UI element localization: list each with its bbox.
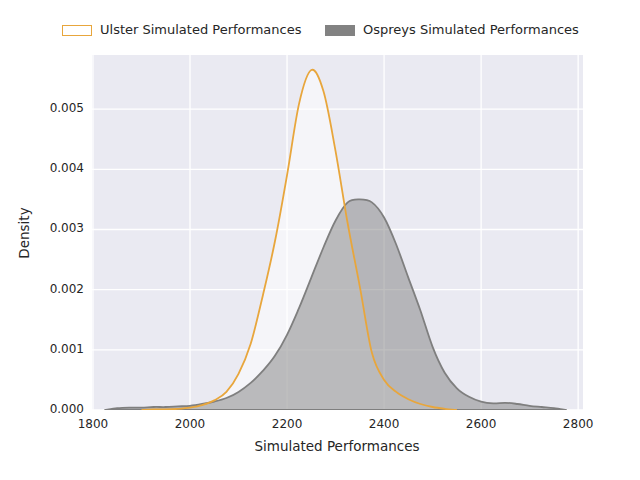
x-tick-label: 2800 bbox=[548, 417, 608, 431]
x-tick-label: 2600 bbox=[451, 417, 511, 431]
y-axis-label: Density bbox=[16, 163, 32, 303]
ospreys-legend-swatch bbox=[325, 25, 355, 36]
legend-item-ulster: Ulster Simulated Performances bbox=[62, 22, 301, 38]
y-tick-label: 0.004 bbox=[30, 161, 84, 175]
ulster-legend-swatch bbox=[62, 25, 92, 36]
ulster-legend-label: Ulster Simulated Performances bbox=[100, 22, 301, 38]
x-tick-label: 2400 bbox=[354, 417, 414, 431]
y-tick-label: 0.002 bbox=[30, 282, 84, 296]
y-tick-label: 0.005 bbox=[30, 101, 84, 115]
legend: Ulster Simulated Performances Ospreys Si… bbox=[0, 18, 640, 42]
y-tick-label: 0.003 bbox=[30, 221, 84, 235]
kde-chart-svg bbox=[92, 55, 583, 410]
y-tick-label: 0.001 bbox=[30, 342, 84, 356]
x-tick-label: 1800 bbox=[63, 417, 123, 431]
x-tick-label: 2200 bbox=[257, 417, 317, 431]
ospreys-legend-label: Ospreys Simulated Performances bbox=[363, 22, 579, 38]
y-tick-label: 0.000 bbox=[30, 402, 84, 416]
legend-item-ospreys: Ospreys Simulated Performances bbox=[325, 22, 579, 38]
kde-density-figure: Ulster Simulated Performances Ospreys Si… bbox=[0, 0, 640, 480]
x-tick-label: 2000 bbox=[160, 417, 220, 431]
ospreys-density-curve bbox=[105, 199, 566, 410]
plot-area bbox=[92, 55, 583, 410]
x-axis-label: Simulated Performances bbox=[187, 438, 487, 454]
